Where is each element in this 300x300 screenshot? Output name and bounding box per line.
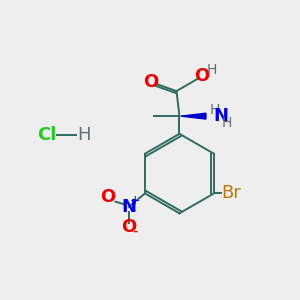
Text: H: H: [210, 103, 220, 117]
Text: N: N: [214, 106, 229, 124]
Text: O: O: [194, 67, 210, 85]
Text: Br: Br: [221, 184, 241, 202]
Polygon shape: [181, 113, 206, 119]
Text: O: O: [100, 188, 115, 206]
Text: Cl: Cl: [37, 126, 57, 144]
Text: N: N: [121, 198, 136, 216]
Text: H: H: [206, 63, 217, 77]
Text: O: O: [143, 73, 158, 91]
Text: +: +: [130, 194, 141, 207]
Text: -: -: [133, 223, 138, 238]
Text: H: H: [222, 116, 232, 130]
Text: O: O: [121, 218, 136, 236]
Text: H: H: [77, 126, 91, 144]
